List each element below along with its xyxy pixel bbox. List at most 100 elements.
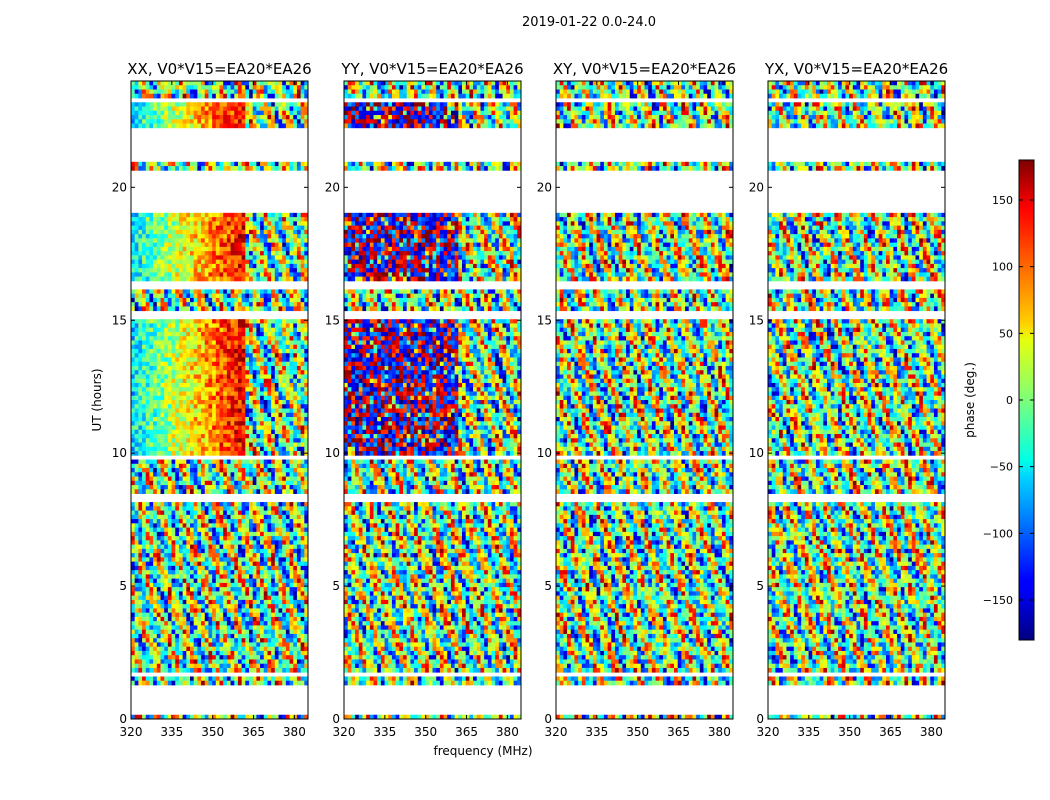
heat-cell [282,345,286,350]
heat-cell [212,124,216,129]
heat-cell [227,289,231,294]
heat-cell [253,238,257,243]
figure: 2019-01-22 0.0-24.0 XX, V0*V15=EA20*EA26… [0,0,1050,800]
heat-cell [245,221,249,226]
heat-cell [245,251,249,256]
heat-cell [271,119,275,124]
heat-cell [142,119,146,124]
heat-cell [172,102,176,107]
heat-cell [186,166,190,171]
heat-cell [297,111,301,116]
heat-cell [183,94,187,99]
heat-cell [275,268,279,273]
heat-cell [168,221,172,226]
heat-cell [175,289,179,294]
heat-cell [175,90,179,95]
heat-cell [164,94,168,99]
heat-cell [253,107,257,112]
heat-cell [256,319,260,324]
heat-cell [168,102,172,107]
heat-cell [271,94,275,99]
heat-cell [135,319,139,324]
heat-cell [245,234,249,239]
heat-cell [231,162,235,167]
heat-cell [194,247,198,252]
heat-cell [249,111,253,116]
heat-cell [279,294,283,299]
heat-cell [264,213,268,218]
heat-cell [220,107,224,112]
heat-cell [168,226,172,231]
heat-cell [279,243,283,248]
heat-cell [238,85,242,90]
heat-cell [161,260,165,265]
heat-cell [242,162,246,167]
heat-cell [264,345,268,350]
heat-cell [190,340,194,345]
heat-cell [271,289,275,294]
heat-cell [282,306,286,311]
heat-cell [245,349,249,354]
heat-cell [249,247,253,252]
heat-cell [286,115,290,120]
heat-cell [293,251,297,256]
heat-cell [231,302,235,307]
heat-cell [238,213,242,218]
heat-cell [149,85,153,90]
heat-cell [157,119,161,124]
heat-cell [279,119,283,124]
heat-cell [208,107,212,112]
heat-cell [249,162,253,167]
heat-cell [223,217,227,222]
heat-cell [201,162,205,167]
heat-cell [231,328,235,333]
heat-cell [216,306,220,311]
heat-cell [149,289,153,294]
heat-cell [175,115,179,120]
heat-cell [179,323,183,328]
heat-cell [142,85,146,90]
heat-cell [179,255,183,260]
heat-cell [271,260,275,265]
heat-cell [242,85,246,90]
heat-cell [146,162,150,167]
heat-cell [245,336,249,341]
heat-cell [256,94,260,99]
heat-cell [131,298,135,303]
heat-cell [153,234,157,239]
heat-cell [279,213,283,218]
heat-cell [179,247,183,252]
heat-cell [297,306,301,311]
heat-cell [227,238,231,243]
heat-cell [279,298,283,303]
heat-cell [275,247,279,252]
heat-cell [256,302,260,307]
heat-cell [301,277,305,282]
heat-cell [149,119,153,124]
heat-cell [190,268,194,273]
heat-cell [157,94,161,99]
heat-cell [227,294,231,299]
heat-cell [279,260,283,265]
heat-cell [190,332,194,337]
heat-cell [282,115,286,120]
heat-cell [282,294,286,299]
heat-cell [212,213,216,218]
heat-cell [297,115,301,120]
heat-cell [249,332,253,337]
heat-cell [290,166,294,171]
heat-cell [157,213,161,218]
heat-cell [142,81,146,86]
heat-cell [153,226,157,231]
heat-cell [205,264,209,269]
heat-cell [186,294,190,299]
heat-cell [282,277,286,282]
heat-cell [212,268,216,273]
heat-cell [157,107,161,112]
heat-cell [179,243,183,248]
heat-cell [267,111,271,116]
heat-cell [267,251,271,256]
heat-cell [297,277,301,282]
heat-cell [190,85,194,90]
heat-cell [238,306,242,311]
